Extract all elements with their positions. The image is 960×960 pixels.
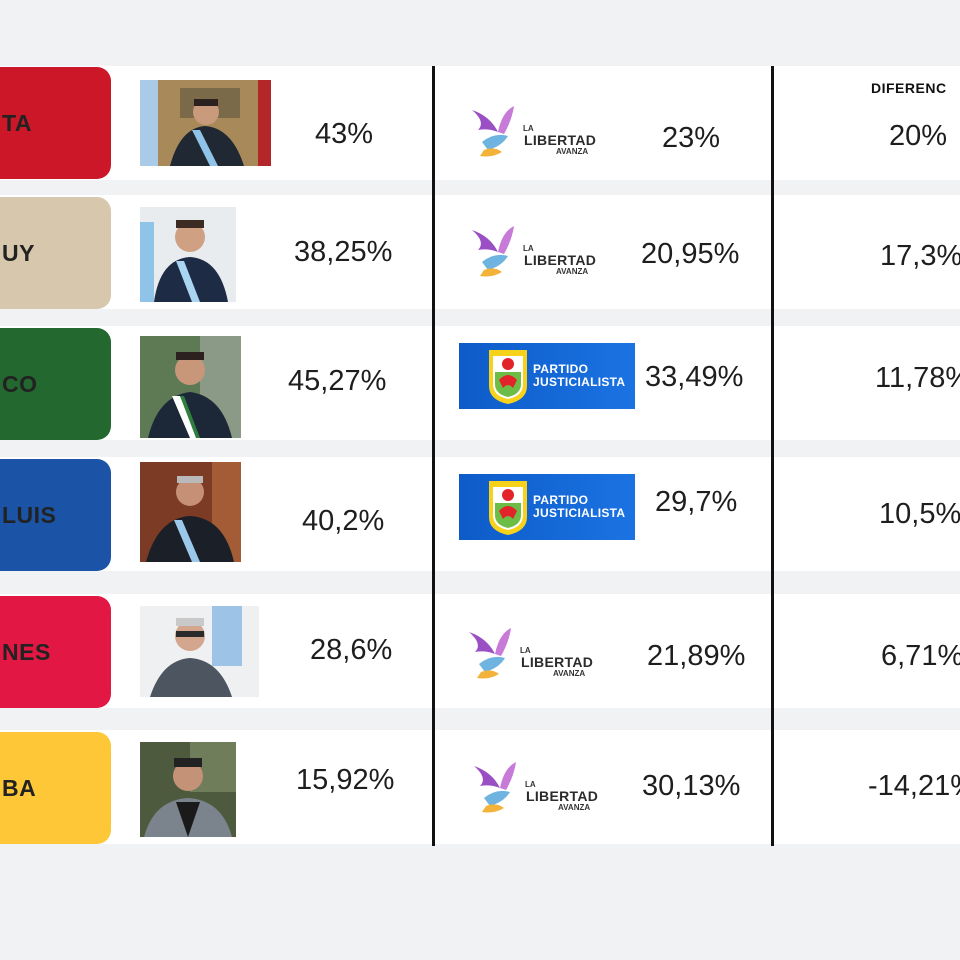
- difference-value: 11,78%: [875, 362, 960, 394]
- opponent-percentage: 20,95%: [641, 238, 740, 270]
- opponent-percentage: 33,49%: [645, 361, 744, 393]
- province-label: BA: [0, 732, 111, 844]
- pj-shield-icon: [489, 481, 527, 535]
- difference-value: 6,71%: [881, 640, 960, 672]
- governor-percentage: 28,6%: [310, 634, 393, 666]
- opponent-percentage: 29,7%: [655, 486, 738, 518]
- la-libertad-avanza-logo: LA LIBERTAD AVANZA: [468, 222, 598, 284]
- difference-value: -14,21%: [868, 770, 960, 802]
- column-divider: [432, 66, 435, 846]
- governor-percentage: 43%: [315, 118, 374, 150]
- province-label: TA: [0, 67, 111, 179]
- opponent-percentage: 30,13%: [642, 770, 741, 802]
- governor-photo: [140, 742, 236, 837]
- partido-justicialista-logo: PARTIDO JUSTICIALISTA: [459, 343, 635, 409]
- lla-bird-icon: [472, 226, 514, 277]
- opponent-percentage: 21,89%: [647, 640, 746, 672]
- governor-photo: [140, 462, 241, 562]
- governor-percentage: 40,2%: [302, 505, 385, 537]
- la-libertad-avanza-logo: LA LIBERTAD AVANZA: [470, 758, 600, 820]
- opponent-percentage: 23%: [662, 122, 721, 154]
- governor-percentage: 15,92%: [296, 764, 395, 796]
- difference-value: 10,5%: [879, 498, 960, 530]
- province-label: LUIS: [0, 459, 111, 571]
- pj-shield-icon: [489, 350, 527, 404]
- column-divider: [771, 66, 774, 846]
- governor-photo: [140, 80, 271, 166]
- province-label: UY: [0, 197, 111, 309]
- difference-value: 17,3%: [880, 240, 960, 272]
- lla-bird-icon: [472, 106, 514, 157]
- province-label: CO: [0, 328, 111, 440]
- la-libertad-avanza-logo: LA LIBERTAD AVANZA: [468, 102, 598, 164]
- governor-percentage: 45,27%: [288, 365, 387, 397]
- governor-photo: [140, 207, 236, 302]
- difference-value: 20%: [889, 120, 948, 152]
- governor-photo: [140, 336, 241, 438]
- partido-justicialista-logo: PARTIDO JUSTICIALISTA: [459, 474, 635, 540]
- province-label: NES: [0, 596, 111, 708]
- difference-header: DIFERENC: [871, 80, 947, 96]
- lla-bird-icon: [469, 628, 511, 679]
- governor-percentage: 38,25%: [294, 236, 393, 268]
- governor-photo: [140, 606, 259, 697]
- la-libertad-avanza-logo: LA LIBERTAD AVANZA: [465, 624, 595, 686]
- lla-bird-icon: [474, 762, 516, 813]
